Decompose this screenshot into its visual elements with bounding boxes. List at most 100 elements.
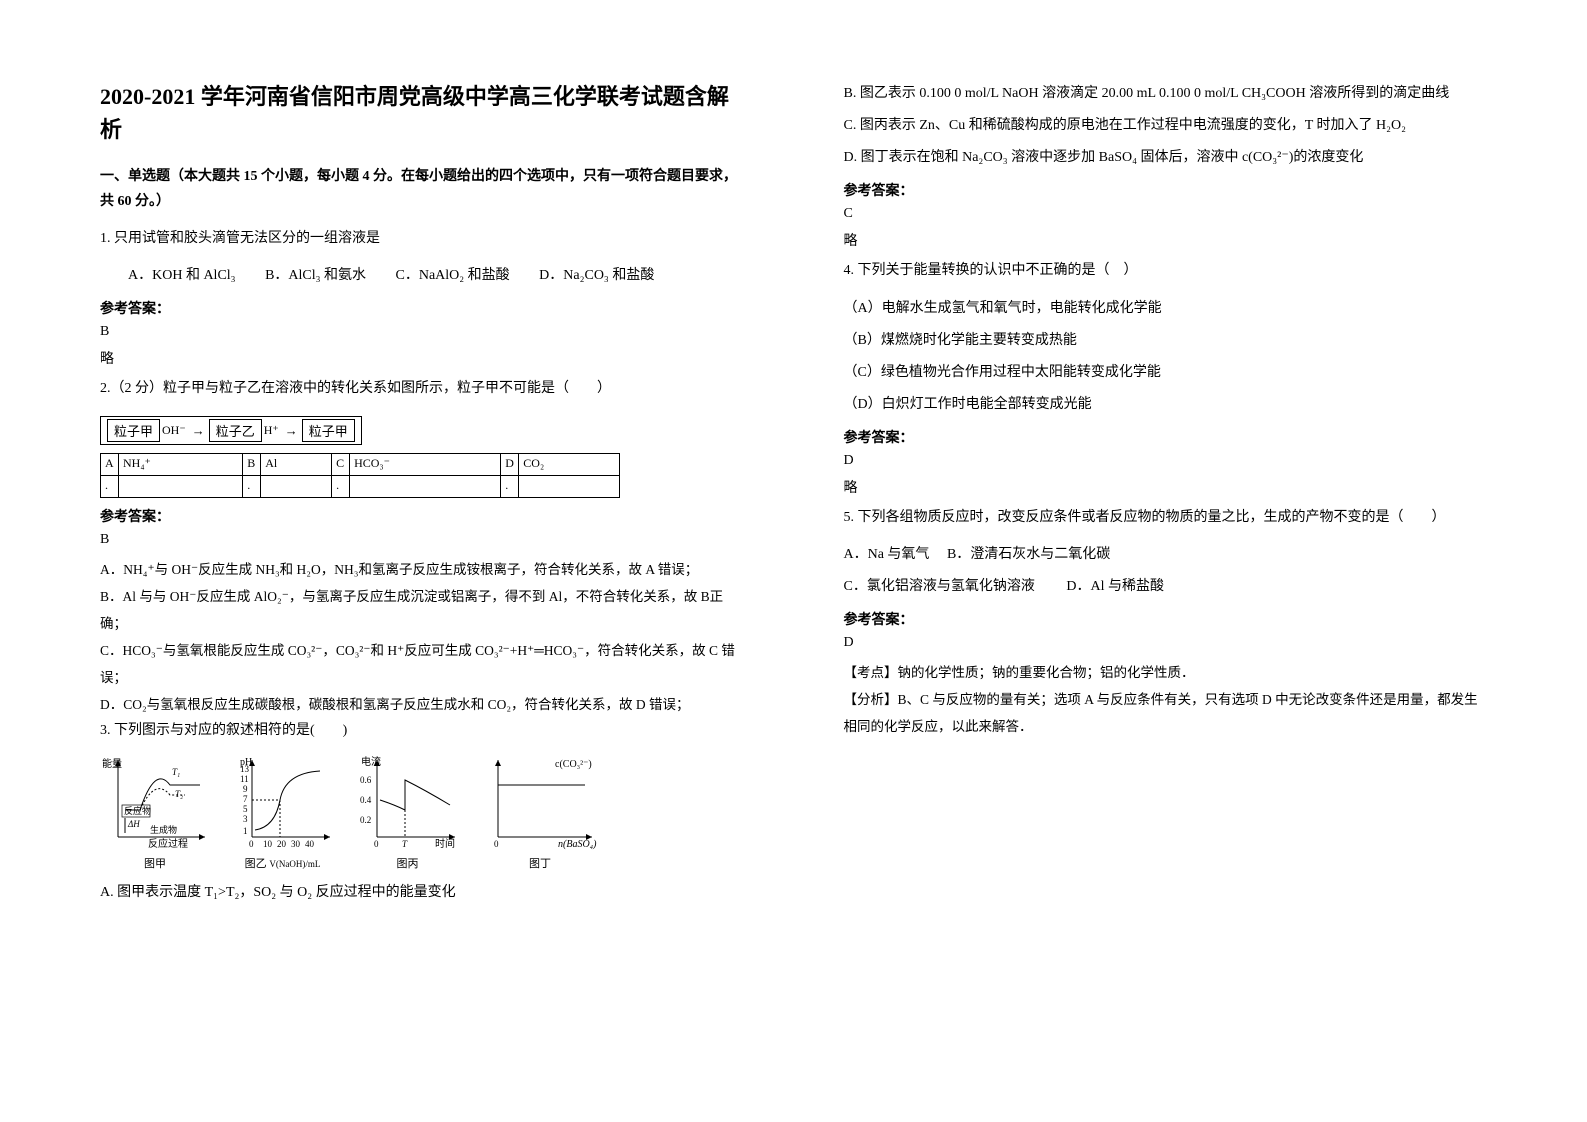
cell [519, 476, 620, 498]
flow-label-2: H⁺ [264, 423, 279, 438]
q2-option-table: A NH₄⁺ B Al C HCO₃⁻ D CO₂ . . . . [100, 453, 620, 498]
q3-option-b: B. 图乙表示 0.100 0 mol/L NaOH 溶液滴定 20.00 mL… [844, 80, 1488, 108]
cell: HCO₃⁻ [350, 454, 501, 476]
svg-text:生成物: 生成物 [150, 824, 177, 835]
svg-text:c(CO₃²⁻): c(CO₃²⁻) [555, 759, 592, 770]
q4-option-b: （B）煤燃烧时化学能主要转变成热能 [844, 327, 1488, 355]
q1-answer-label: 参考答案： [100, 298, 744, 318]
chart-c-caption: 图丙 [355, 855, 460, 871]
q4-option-d: （D）白炽灯工作时电能全部转变成光能 [844, 391, 1488, 419]
svg-text:0: 0 [374, 839, 379, 849]
chart-d-caption: 图丁 [480, 855, 600, 871]
cell: . [101, 476, 119, 498]
svg-text:电流: 电流 [361, 755, 381, 768]
cell [261, 476, 332, 498]
q1-stem: 1. 只用试管和胶头滴管无法区分的一组溶液是 [100, 226, 744, 253]
q5-options-cd: C．氯化铝溶液与氢氧化钠溶液 D．Al 与稀盐酸 [844, 573, 1488, 601]
cell: NH₄⁺ [119, 454, 243, 476]
svg-text:0: 0 [494, 839, 499, 849]
svg-text:40: 40 [305, 839, 315, 849]
chart-a-caption: 图甲 [100, 855, 210, 871]
q1-option-a: A．KOH 和 AlCl₃ [128, 268, 236, 283]
svg-text:ΔH: ΔH [127, 819, 140, 829]
q4-answer: D [844, 453, 1488, 469]
q2-flow-diagram: 粒子甲 OH⁻ → 粒子乙 H⁺ → 粒子甲 [100, 416, 362, 445]
svg-text:9: 9 [243, 784, 248, 794]
left-column: 2020-2021 学年河南省信阳市周党高级中学高三化学联考试题含解析 一、单选… [0, 0, 794, 1122]
q5-option-d: D．Al 与稀盐酸 [1066, 579, 1164, 594]
q3-answer-label: 参考答案： [844, 180, 1488, 200]
q3-option-a: A. 图甲表示温度 T₁>T₂，SO₂ 与 O₂ 反应过程中的能量变化 [100, 879, 744, 907]
cell: D [501, 454, 519, 476]
svg-text:5: 5 [243, 804, 248, 814]
q2-answer: B [100, 532, 744, 548]
chart-b-svg: pH 13 11 9 7 5 3 1 0 10 20 30 40 [230, 755, 335, 850]
cell: . [332, 476, 350, 498]
chart-d-svg: c(CO₃²⁻) 0 n(BaSO₄) [480, 755, 600, 850]
cell: CO₂ [519, 454, 620, 476]
q3-charts: 能量 T₁ T₂ 反应物 ΔH 生成物 反应过程 图甲 pH [100, 755, 744, 871]
cell: Al [261, 454, 332, 476]
q2-stem: 2.（2 分）粒子甲与粒子乙在溶液中的转化关系如图所示，粒子甲不可能是（ ） [100, 376, 744, 403]
flow-box-3: 粒子甲 [302, 419, 355, 442]
cell [350, 476, 501, 498]
svg-text:10: 10 [263, 839, 273, 849]
q3-note: 略 [844, 230, 1488, 250]
chart-a: 能量 T₁ T₂ 反应物 ΔH 生成物 反应过程 图甲 [100, 755, 210, 871]
q5-explain-2: 【分析】B、C 与反应物的量有关；选项 A 与反应条件有关，只有选项 D 中无论… [844, 686, 1488, 740]
svg-text:T₁: T₁ [172, 767, 180, 777]
svg-text:0.4: 0.4 [360, 795, 372, 805]
q2-answer-label: 参考答案： [100, 506, 744, 526]
q2-explain-b: B．Al 与与 OH⁻反应生成 AlO₂⁻，与氢离子反应生成沉淀或铝离子，得不到… [100, 583, 744, 637]
arrow-icon: → [192, 423, 205, 439]
cell: B [243, 454, 261, 476]
svg-text:T₂: T₂ [175, 789, 183, 799]
flow-box-1: 粒子甲 [107, 419, 160, 442]
q5-options-ab: A．Na 与氧气 B．澄清石灰水与二氧化碳 [844, 541, 1488, 569]
right-column: B. 图乙表示 0.100 0 mol/L NaOH 溶液滴定 20.00 mL… [794, 0, 1587, 1122]
q5-answer-label: 参考答案： [844, 609, 1488, 629]
q4-stem: 4. 下列关于能量转换的认识中不正确的是（ ） [844, 258, 1488, 285]
svg-text:T: T [402, 839, 408, 849]
flow-label-1: OH⁻ [162, 423, 186, 438]
q1-note: 略 [100, 348, 744, 368]
cell: . [243, 476, 261, 498]
table-row: A NH₄⁺ B Al C HCO₃⁻ D CO₂ [101, 454, 620, 476]
cell [119, 476, 243, 498]
q3-stem: 3. 下列图示与对应的叙述相符的是( ) [100, 718, 744, 745]
chart-a-svg: 能量 T₁ T₂ 反应物 ΔH 生成物 反应过程 [100, 755, 210, 850]
svg-text:3: 3 [243, 814, 248, 824]
q4-answer-label: 参考答案： [844, 427, 1488, 447]
svg-text:反应物: 反应物 [124, 805, 151, 816]
q3-option-d: D. 图丁表示在饱和 Na₂CO₃ 溶液中逐步加 BaSO₄ 固体后，溶液中 c… [844, 144, 1488, 172]
svg-text:1: 1 [243, 826, 248, 836]
q5-option-b: B．澄清石灰水与二氧化碳 [947, 547, 1110, 562]
svg-text:时间: 时间 [435, 837, 455, 850]
chart-c: 电流 0.6 0.4 0.2 0 T 时间 图丙 [355, 755, 460, 871]
svg-text:0.6: 0.6 [360, 775, 372, 785]
q1-option-c: C．NaAlO₂ 和盐酸 [396, 268, 510, 283]
q1-answer: B [100, 324, 744, 340]
svg-text:11: 11 [240, 774, 249, 784]
cell: A [101, 454, 119, 476]
svg-text:0: 0 [249, 839, 254, 849]
q5-explain-1: 【考点】钠的化学性质；钠的重要化合物；铝的化学性质． [844, 659, 1488, 686]
q1-option-b: B．AlCl₃ 和氨水 [265, 268, 366, 283]
chart-b: pH 13 11 9 7 5 3 1 0 10 20 30 40 图乙 V(Na… [230, 755, 335, 871]
svg-text:13: 13 [240, 764, 250, 774]
svg-text:30: 30 [291, 839, 301, 849]
svg-text:0.2: 0.2 [360, 815, 371, 825]
cell: . [501, 476, 519, 498]
q3-answer: C [844, 206, 1488, 222]
q5-answer: D [844, 635, 1488, 651]
flow-box-2: 粒子乙 [209, 419, 262, 442]
cell: C [332, 454, 350, 476]
q1-options: A．KOH 和 AlCl₃ B．AlCl₃ 和氨水 C．NaAlO₂ 和盐酸 D… [100, 263, 744, 290]
chart-a-ylabel: 能量 [102, 757, 122, 770]
q4-option-a: （A）电解水生成氢气和氧气时，电能转化成化学能 [844, 295, 1488, 323]
svg-text:n(BaSO₄): n(BaSO₄) [558, 839, 597, 850]
q5-option-c: C．氯化铝溶液与氢氧化钠溶液 [844, 579, 1035, 594]
arrow-icon: → [285, 423, 298, 439]
q5-option-a: A．Na 与氧气 [844, 547, 930, 562]
q2-explain-a: A．NH₄⁺与 OH⁻反应生成 NH₃和 H₂O，NH₃和氢离子反应生成铵根离子… [100, 556, 744, 583]
